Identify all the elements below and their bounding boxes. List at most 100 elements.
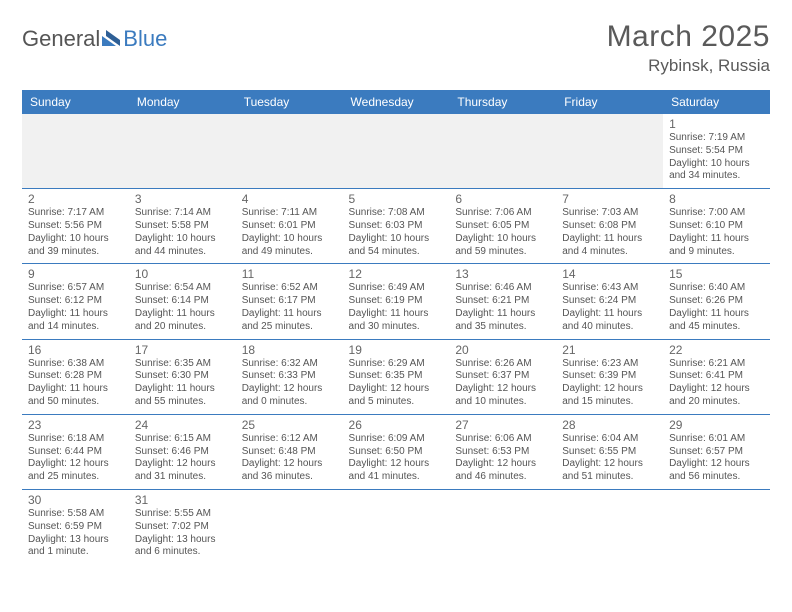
calendar-cell: 14Sunrise: 6:43 AMSunset: 6:24 PMDayligh… [556,264,663,339]
calendar-row: 16Sunrise: 6:38 AMSunset: 6:28 PMDayligh… [22,339,770,414]
day-number: 18 [242,343,337,357]
day-number: 27 [455,418,550,432]
day-number: 11 [242,267,337,281]
day-number: 19 [349,343,444,357]
calendar-cell: 22Sunrise: 6:21 AMSunset: 6:41 PMDayligh… [663,339,770,414]
day-number: 13 [455,267,550,281]
calendar-cell: 8Sunrise: 7:00 AMSunset: 6:10 PMDaylight… [663,189,770,264]
day-number: 9 [28,267,123,281]
calendar-cell: 11Sunrise: 6:52 AMSunset: 6:17 PMDayligh… [236,264,343,339]
day-info: Sunrise: 6:32 AMSunset: 6:33 PMDaylight:… [242,358,337,409]
calendar-cell-empty [449,489,556,564]
day-number: 30 [28,493,123,507]
day-info: Sunrise: 5:58 AMSunset: 6:59 PMDaylight:… [28,508,123,559]
day-number: 10 [135,267,230,281]
day-number: 31 [135,493,230,507]
day-number: 23 [28,418,123,432]
calendar-cell: 25Sunrise: 6:12 AMSunset: 6:48 PMDayligh… [236,414,343,489]
calendar-table: SundayMondayTuesdayWednesdayThursdayFrid… [22,90,770,564]
calendar-cell: 4Sunrise: 7:11 AMSunset: 6:01 PMDaylight… [236,189,343,264]
calendar-cell: 30Sunrise: 5:58 AMSunset: 6:59 PMDayligh… [22,489,129,564]
calendar-cell-empty [343,114,450,189]
calendar-cell: 19Sunrise: 6:29 AMSunset: 6:35 PMDayligh… [343,339,450,414]
day-number: 14 [562,267,657,281]
day-number: 7 [562,192,657,206]
day-info: Sunrise: 6:18 AMSunset: 6:44 PMDaylight:… [28,433,123,484]
day-info: Sunrise: 6:38 AMSunset: 6:28 PMDaylight:… [28,358,123,409]
day-info: Sunrise: 7:11 AMSunset: 6:01 PMDaylight:… [242,207,337,258]
day-info: Sunrise: 6:12 AMSunset: 6:48 PMDaylight:… [242,433,337,484]
calendar-body: 1Sunrise: 7:19 AMSunset: 5:54 PMDaylight… [22,114,770,564]
day-info: Sunrise: 7:06 AMSunset: 6:05 PMDaylight:… [455,207,550,258]
calendar-cell: 13Sunrise: 6:46 AMSunset: 6:21 PMDayligh… [449,264,556,339]
calendar-cell-empty [22,114,129,189]
calendar-row: 23Sunrise: 6:18 AMSunset: 6:44 PMDayligh… [22,414,770,489]
calendar-cell: 31Sunrise: 5:55 AMSunset: 7:02 PMDayligh… [129,489,236,564]
calendar-cell: 18Sunrise: 6:32 AMSunset: 6:33 PMDayligh… [236,339,343,414]
location: Rybinsk, Russia [607,56,770,76]
day-info: Sunrise: 6:40 AMSunset: 6:26 PMDaylight:… [669,282,764,333]
day-info: Sunrise: 6:46 AMSunset: 6:21 PMDaylight:… [455,282,550,333]
day-info: Sunrise: 6:29 AMSunset: 6:35 PMDaylight:… [349,358,444,409]
header: GeneralBlue March 2025 Rybinsk, Russia [22,20,770,76]
day-number: 28 [562,418,657,432]
day-info: Sunrise: 6:35 AMSunset: 6:30 PMDaylight:… [135,358,230,409]
title-block: March 2025 Rybinsk, Russia [607,20,770,76]
calendar-cell: 15Sunrise: 6:40 AMSunset: 6:26 PMDayligh… [663,264,770,339]
calendar-head: SundayMondayTuesdayWednesdayThursdayFrid… [22,90,770,114]
calendar-cell-empty [129,114,236,189]
day-number: 15 [669,267,764,281]
day-number: 1 [669,117,764,131]
day-info: Sunrise: 6:26 AMSunset: 6:37 PMDaylight:… [455,358,550,409]
day-info: Sunrise: 7:00 AMSunset: 6:10 PMDaylight:… [669,207,764,258]
calendar-cell: 10Sunrise: 6:54 AMSunset: 6:14 PMDayligh… [129,264,236,339]
day-number: 21 [562,343,657,357]
day-info: Sunrise: 7:19 AMSunset: 5:54 PMDaylight:… [669,132,764,183]
day-info: Sunrise: 5:55 AMSunset: 7:02 PMDaylight:… [135,508,230,559]
day-info: Sunrise: 6:49 AMSunset: 6:19 PMDaylight:… [349,282,444,333]
day-info: Sunrise: 6:04 AMSunset: 6:55 PMDaylight:… [562,433,657,484]
calendar-cell-empty [556,489,663,564]
calendar-cell: 23Sunrise: 6:18 AMSunset: 6:44 PMDayligh… [22,414,129,489]
logo-mark-icon [102,26,122,52]
day-info: Sunrise: 6:21 AMSunset: 6:41 PMDaylight:… [669,358,764,409]
calendar-cell: 16Sunrise: 6:38 AMSunset: 6:28 PMDayligh… [22,339,129,414]
weekday-header: Wednesday [343,90,450,114]
calendar-row: 9Sunrise: 6:57 AMSunset: 6:12 PMDaylight… [22,264,770,339]
day-info: Sunrise: 6:23 AMSunset: 6:39 PMDaylight:… [562,358,657,409]
day-info: Sunrise: 6:57 AMSunset: 6:12 PMDaylight:… [28,282,123,333]
day-number: 3 [135,192,230,206]
day-info: Sunrise: 6:09 AMSunset: 6:50 PMDaylight:… [349,433,444,484]
calendar-row: 1Sunrise: 7:19 AMSunset: 5:54 PMDaylight… [22,114,770,189]
day-number: 29 [669,418,764,432]
weekday-header: Monday [129,90,236,114]
day-number: 22 [669,343,764,357]
calendar-cell: 1Sunrise: 7:19 AMSunset: 5:54 PMDaylight… [663,114,770,189]
logo-text-1: General [22,26,100,52]
calendar-cell: 2Sunrise: 7:17 AMSunset: 5:56 PMDaylight… [22,189,129,264]
day-info: Sunrise: 6:06 AMSunset: 6:53 PMDaylight:… [455,433,550,484]
day-info: Sunrise: 7:17 AMSunset: 5:56 PMDaylight:… [28,207,123,258]
calendar-cell: 28Sunrise: 6:04 AMSunset: 6:55 PMDayligh… [556,414,663,489]
day-info: Sunrise: 6:01 AMSunset: 6:57 PMDaylight:… [669,433,764,484]
calendar-cell: 6Sunrise: 7:06 AMSunset: 6:05 PMDaylight… [449,189,556,264]
calendar-row: 30Sunrise: 5:58 AMSunset: 6:59 PMDayligh… [22,489,770,564]
day-info: Sunrise: 6:15 AMSunset: 6:46 PMDaylight:… [135,433,230,484]
calendar-cell: 17Sunrise: 6:35 AMSunset: 6:30 PMDayligh… [129,339,236,414]
calendar-cell: 9Sunrise: 6:57 AMSunset: 6:12 PMDaylight… [22,264,129,339]
weekday-header: Tuesday [236,90,343,114]
weekday-header: Sunday [22,90,129,114]
day-number: 24 [135,418,230,432]
day-info: Sunrise: 7:03 AMSunset: 6:08 PMDaylight:… [562,207,657,258]
calendar-cell: 24Sunrise: 6:15 AMSunset: 6:46 PMDayligh… [129,414,236,489]
day-number: 6 [455,192,550,206]
calendar-cell: 27Sunrise: 6:06 AMSunset: 6:53 PMDayligh… [449,414,556,489]
day-number: 25 [242,418,337,432]
month-title: March 2025 [607,20,770,54]
day-number: 8 [669,192,764,206]
day-number: 16 [28,343,123,357]
calendar-cell-empty [663,489,770,564]
weekday-header: Saturday [663,90,770,114]
calendar-row: 2Sunrise: 7:17 AMSunset: 5:56 PMDaylight… [22,189,770,264]
day-number: 17 [135,343,230,357]
